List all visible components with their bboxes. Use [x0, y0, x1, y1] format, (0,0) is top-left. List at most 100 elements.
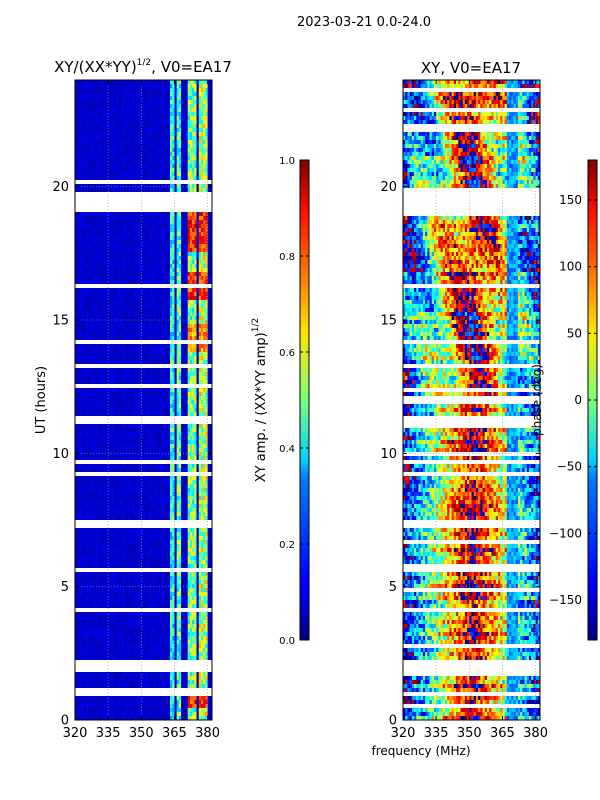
- heatmap-cell: [97, 240, 100, 245]
- heatmap-cell: [114, 88, 118, 93]
- heatmap-cell: [103, 240, 107, 245]
- heatmap-cell: [161, 316, 164, 321]
- heatmap-cell: [103, 348, 107, 353]
- heatmap-cell: [94, 428, 98, 433]
- heatmap-cell: [161, 376, 164, 381]
- heatmap-cell: [183, 440, 186, 445]
- heatmap-cell: [92, 404, 96, 409]
- heatmap-cell: [83, 136, 87, 141]
- heatmap-cell: [94, 380, 98, 385]
- heatmap-cell: [119, 444, 122, 449]
- heatmap-cell: [132, 380, 135, 385]
- heatmap-cell: [147, 348, 151, 353]
- heatmap-cell: [181, 432, 184, 437]
- heatmap-cell: [88, 308, 91, 313]
- heatmap-cell: [77, 296, 80, 301]
- heatmap-cell: [203, 344, 206, 349]
- heatmap-cell: [161, 356, 164, 361]
- heatmap-cell: [143, 424, 147, 429]
- heatmap-cell: [152, 308, 155, 313]
- heatmap-cell: [134, 344, 138, 349]
- heatmap-cell: [101, 116, 105, 121]
- heatmap-cell: [79, 160, 82, 165]
- heatmap-cell: [99, 188, 102, 193]
- heatmap-cell: [176, 324, 180, 329]
- heatmap-cell: [143, 88, 147, 93]
- heatmap-cell: [145, 252, 149, 257]
- heatmap-cell: [185, 444, 188, 449]
- heatmap-cell: [94, 128, 98, 133]
- heatmap-cell: [97, 148, 100, 153]
- heatmap-cell: [147, 232, 151, 237]
- heatmap-cell: [86, 144, 89, 149]
- heatmap-cell: [81, 228, 85, 233]
- heatmap-cell: [205, 440, 208, 445]
- heatmap-cell: [116, 160, 120, 165]
- heatmap-cell: [94, 268, 98, 273]
- heatmap-cell: [174, 400, 177, 405]
- heatmap-cell: [158, 432, 162, 437]
- heatmap-cell: [165, 316, 169, 321]
- heatmap-cell: [165, 324, 169, 329]
- heatmap-cell: [205, 132, 208, 137]
- heatmap-cell: [205, 280, 208, 285]
- heatmap-cell: [189, 212, 193, 217]
- heatmap-cell: [119, 448, 122, 453]
- heatmap-cell: [143, 136, 147, 141]
- heatmap-cell: [125, 84, 129, 89]
- heatmap-cell: [143, 216, 147, 221]
- heatmap-cell: [196, 124, 200, 129]
- heatmap-cell: [196, 184, 200, 189]
- heatmap-cell: [198, 220, 202, 225]
- heatmap-cell: [205, 152, 208, 157]
- heatmap-cell: [75, 84, 78, 89]
- heatmap-cell: [119, 424, 122, 429]
- heatmap-cell: [94, 104, 98, 109]
- heatmap-cell: [200, 240, 204, 245]
- heatmap-cell: [81, 428, 85, 433]
- heatmap-cell: [150, 308, 153, 313]
- heatmap-cell: [189, 136, 193, 141]
- heatmap-cell: [145, 400, 149, 405]
- heatmap-cell: [114, 444, 118, 449]
- heatmap-cell: [154, 220, 158, 225]
- heatmap-cell: [167, 292, 171, 297]
- heatmap-cell: [165, 380, 169, 385]
- heatmap-cell: [189, 220, 193, 225]
- heatmap-cell: [178, 256, 182, 261]
- heatmap-cell: [132, 300, 135, 305]
- heatmap-cell: [79, 224, 82, 229]
- heatmap-cell: [112, 184, 116, 189]
- heatmap-cell: [167, 216, 171, 221]
- heatmap-cell: [139, 408, 142, 413]
- heatmap-cell: [185, 388, 188, 393]
- heatmap-cell: [121, 264, 124, 269]
- amplitude-heatmap: [75, 80, 212, 720]
- heatmap-cell: [165, 236, 169, 241]
- heatmap-cell: [143, 240, 147, 245]
- heatmap-cell: [183, 268, 186, 273]
- heatmap-cell: [88, 312, 91, 317]
- heatmap-cell: [121, 164, 124, 169]
- heatmap-cell: [174, 216, 177, 221]
- heatmap-cell: [174, 300, 177, 305]
- heatmap-cell: [108, 312, 111, 317]
- heatmap-cell: [183, 164, 186, 169]
- heatmap-cell: [205, 120, 208, 125]
- heatmap-cell: [167, 248, 171, 253]
- heatmap-cell: [187, 328, 191, 333]
- heatmap-cell: [92, 428, 96, 433]
- heatmap-cell: [99, 156, 102, 161]
- heatmap-cell: [154, 272, 158, 277]
- heatmap-cell: [90, 440, 93, 445]
- heatmap-cell: [139, 252, 142, 257]
- heatmap-cell: [99, 244, 102, 249]
- heatmap-cell: [119, 184, 122, 189]
- heatmap-cell: [209, 388, 212, 393]
- heatmap-cell: [203, 288, 206, 293]
- heatmap-cell: [150, 300, 153, 305]
- heatmap-cell: [167, 124, 171, 129]
- heatmap-cell: [196, 332, 200, 337]
- heatmap-cell: [167, 148, 171, 153]
- heatmap-cell: [196, 436, 200, 441]
